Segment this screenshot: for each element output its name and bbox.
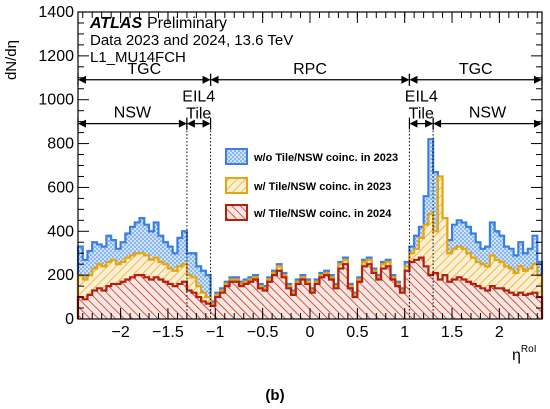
region-row2-4-arrow-right [534, 119, 542, 128]
x-tick-label: −1.5 [152, 324, 184, 341]
y-axis-label: dN/dη [3, 40, 20, 80]
region-row1-1-arrow-left [78, 75, 86, 84]
y-tick-label: 0 [65, 311, 74, 328]
series-2-line [76, 175, 544, 319]
atlas-label: ATLAS [89, 15, 142, 32]
region-row1-2: RPC [209, 61, 411, 86]
region-row2-3-label: EIL4 [405, 89, 438, 106]
region-row2-4-label: NSW [469, 105, 507, 122]
region-row2-4-arrow-left [433, 119, 442, 128]
legend-swatch-3 [225, 204, 248, 221]
region-row1-3-arrow-left [409, 75, 418, 84]
series-3-line [76, 256, 544, 319]
y-tick-label: 1200 [38, 48, 74, 65]
x-tick-label: 0 [306, 324, 315, 341]
x-tick-label: −1 [206, 324, 224, 341]
series-1-line [76, 138, 544, 319]
x-tick-label: 0.5 [346, 324, 368, 341]
legend-swatch-1 [225, 148, 248, 165]
legend-label-3: w/ Tile/NSW coinc. in 2024 [253, 208, 392, 220]
region-row2-3-arrow-right [425, 119, 434, 128]
y-tick-label: 200 [47, 267, 74, 284]
y-tick-label: 1000 [38, 92, 74, 109]
region-row1-1-label: TGC [127, 61, 161, 78]
figure-caption: (b) [265, 387, 284, 404]
region-row2-4: NSW [432, 105, 543, 130]
x-axis-label: ηRoI [512, 344, 536, 364]
x-tick-label: 1.5 [441, 324, 463, 341]
x-tick-label: −0.5 [247, 324, 279, 341]
region-row2-2-sublabel: Tile [186, 106, 211, 123]
region-row1-1-arrow-right [202, 75, 211, 84]
region-row2-3-arrow-left [409, 119, 418, 128]
histogram-series [76, 138, 544, 319]
region-row2-1-arrow-left [78, 119, 86, 128]
region-row2-1-label: NSW [114, 105, 152, 122]
region-row2-1: NSW [77, 105, 188, 130]
y-tick-label: 600 [47, 179, 74, 196]
region-row1-3-label: TGC [459, 61, 493, 78]
y-tick-label: 400 [47, 223, 74, 240]
region-row1-3-arrow-right [534, 75, 542, 84]
y-tick-label: 800 [47, 136, 74, 153]
x-tick-label: 2 [495, 324, 504, 341]
legend: w/o Tile/NSW coinc. in 2023 w/ Tile/NSW c… [225, 148, 398, 221]
x-tick-label: −2 [111, 324, 129, 341]
preliminary-label: Preliminary [147, 15, 227, 32]
region-row1-3: TGC [408, 61, 543, 86]
x-tick-label: 1 [400, 324, 409, 341]
data-label: Data 2023 and 2024, 13.6 TeV [90, 32, 293, 49]
region-row1-2-label: RPC [293, 61, 327, 78]
y-tick-label: 1400 [38, 4, 74, 21]
region-row2-3-sublabel: Tile [409, 106, 434, 123]
region-row1-2-arrow-left [210, 75, 219, 84]
legend-swatch-2 [225, 177, 248, 194]
region-row1-2-arrow-right [401, 75, 410, 84]
region-row2-2-arrow-left [186, 119, 195, 128]
legend-label-1: w/o Tile/NSW coinc. in 2023 [253, 152, 398, 164]
region-row2-2-arrow-right [202, 119, 211, 128]
axes: 0 200 400 600 800 1000 1200 1400 −2 −1.5 −1 −0.5 0 0.… [38, 4, 542, 341]
region-row2-2-label: EIL4 [182, 89, 215, 106]
region-row2-1-arrow-right [178, 119, 187, 128]
trigger-label: L1_MU14FCH [90, 49, 186, 66]
legend-label-2: w/ Tile/NSW coinc. in 2023 [253, 181, 391, 193]
